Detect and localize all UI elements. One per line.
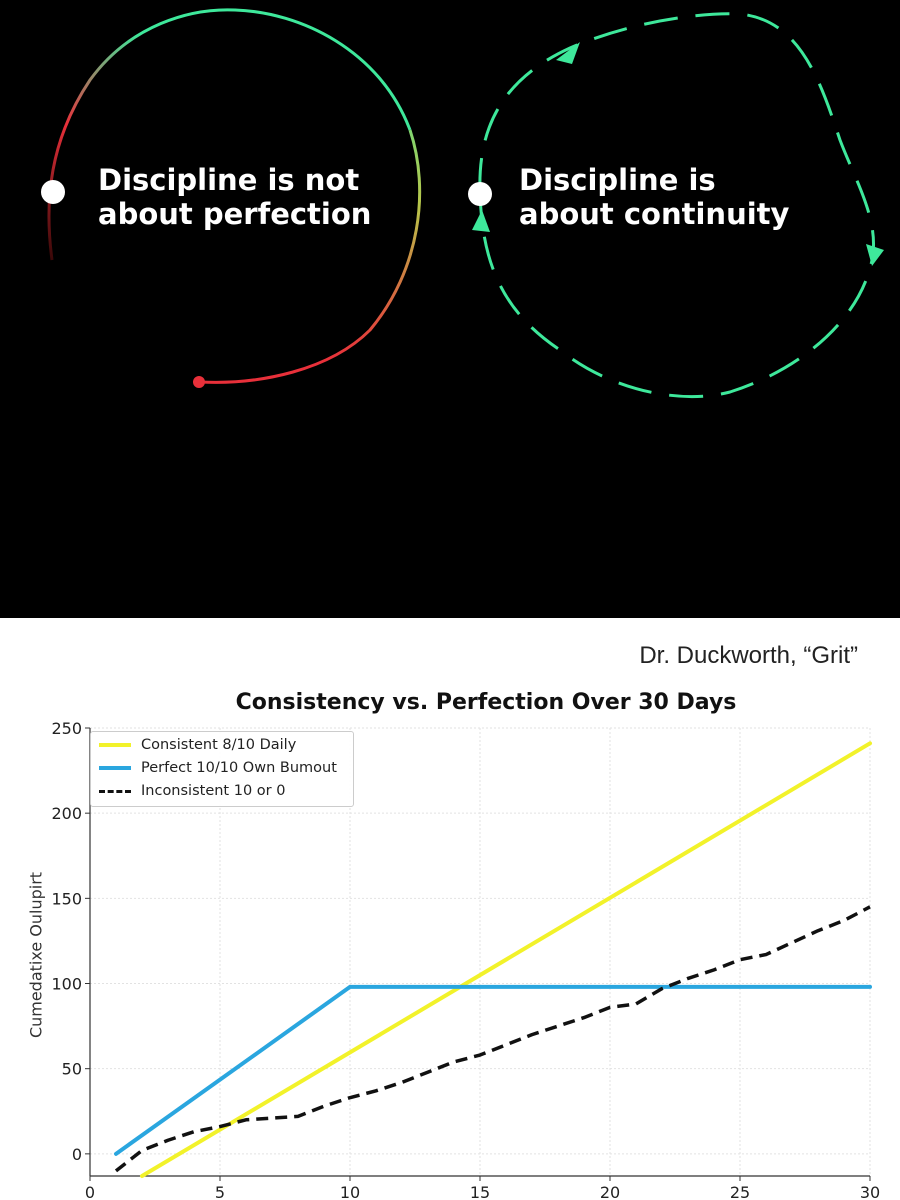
legend-swatch-consistent — [99, 743, 131, 747]
line-chart: 0 5 10 15 20 25 30 0 50 100 150 200 250 — [51, 719, 880, 1200]
legend-label-inconsistent: Inconsistent 10 or 0 — [141, 783, 286, 799]
series-line-3 — [114, 905, 871, 1173]
right-heading-line-2: about continuity — [519, 197, 790, 231]
left-heading: Discipline is not about perfection — [98, 163, 371, 231]
y-tick-label: 50 — [62, 1060, 82, 1079]
x-tick-label: 10 — [340, 1183, 360, 1200]
legend: Consistent 8/10 Daily Perfect 10/10 Own … — [90, 731, 354, 807]
series-line-2 — [114, 984, 872, 1156]
loop-dot — [468, 182, 492, 206]
x-tick-label: 25 — [730, 1183, 750, 1200]
left-heading-line-2: about perfection — [98, 197, 372, 231]
hero-illustration — [41, 8, 884, 399]
y-tick-label: 200 — [51, 804, 82, 823]
right-heading-line-1: Discipline is — [519, 163, 716, 197]
right-heading: Discipline is about continuity — [519, 163, 789, 231]
legend-label-perfect: Perfect 10/10 Own Bumout — [141, 760, 337, 776]
legend-swatch-inconsistent — [99, 789, 131, 793]
citation: Dr. Duckworth, “Grit” — [639, 642, 858, 669]
stop-dot — [193, 376, 205, 388]
start-dot — [41, 180, 65, 204]
y-tick-label: 150 — [51, 889, 82, 908]
x-tick-label: 20 — [600, 1183, 620, 1200]
x-tick-label: 15 — [470, 1183, 490, 1200]
continuity-loop — [478, 12, 875, 399]
chart-title: Consistency vs. Perfection Over 30 Days — [235, 690, 737, 715]
tick-labels: 0 5 10 15 20 25 30 0 50 100 150 200 250 — [51, 719, 880, 1200]
legend-swatch-perfect — [99, 766, 131, 770]
perfection-arc-right — [199, 129, 422, 384]
series-lines — [114, 741, 872, 1178]
x-tick-label: 30 — [860, 1183, 880, 1200]
loop-arrow-right-icon — [866, 244, 884, 266]
y-tick-label: 0 — [72, 1145, 82, 1164]
perfection-arc-left — [47, 8, 412, 261]
hero-panel: Discipline is not about perfection Disci… — [0, 0, 900, 618]
x-tick-label: 5 — [215, 1183, 225, 1200]
series-line-1 — [140, 741, 872, 1178]
x-tick-label: 0 — [85, 1183, 95, 1200]
legend-item-perfect: Perfect 10/10 Own Bumout — [99, 757, 337, 779]
legend-item-inconsistent: Inconsistent 10 or 0 — [99, 780, 285, 802]
y-axis-label: Cumedatixe Oulupirt — [26, 871, 46, 1039]
y-tick-label: 100 — [51, 975, 82, 994]
loop-arrow-left-icon — [472, 210, 490, 232]
left-heading-line-1: Discipline is not — [98, 163, 360, 197]
legend-label-consistent: Consistent 8/10 Daily — [141, 737, 297, 753]
legend-item-consistent: Consistent 8/10 Daily — [99, 734, 296, 756]
loop-arrow-top-icon — [556, 42, 580, 64]
y-tick-label: 250 — [51, 719, 82, 738]
